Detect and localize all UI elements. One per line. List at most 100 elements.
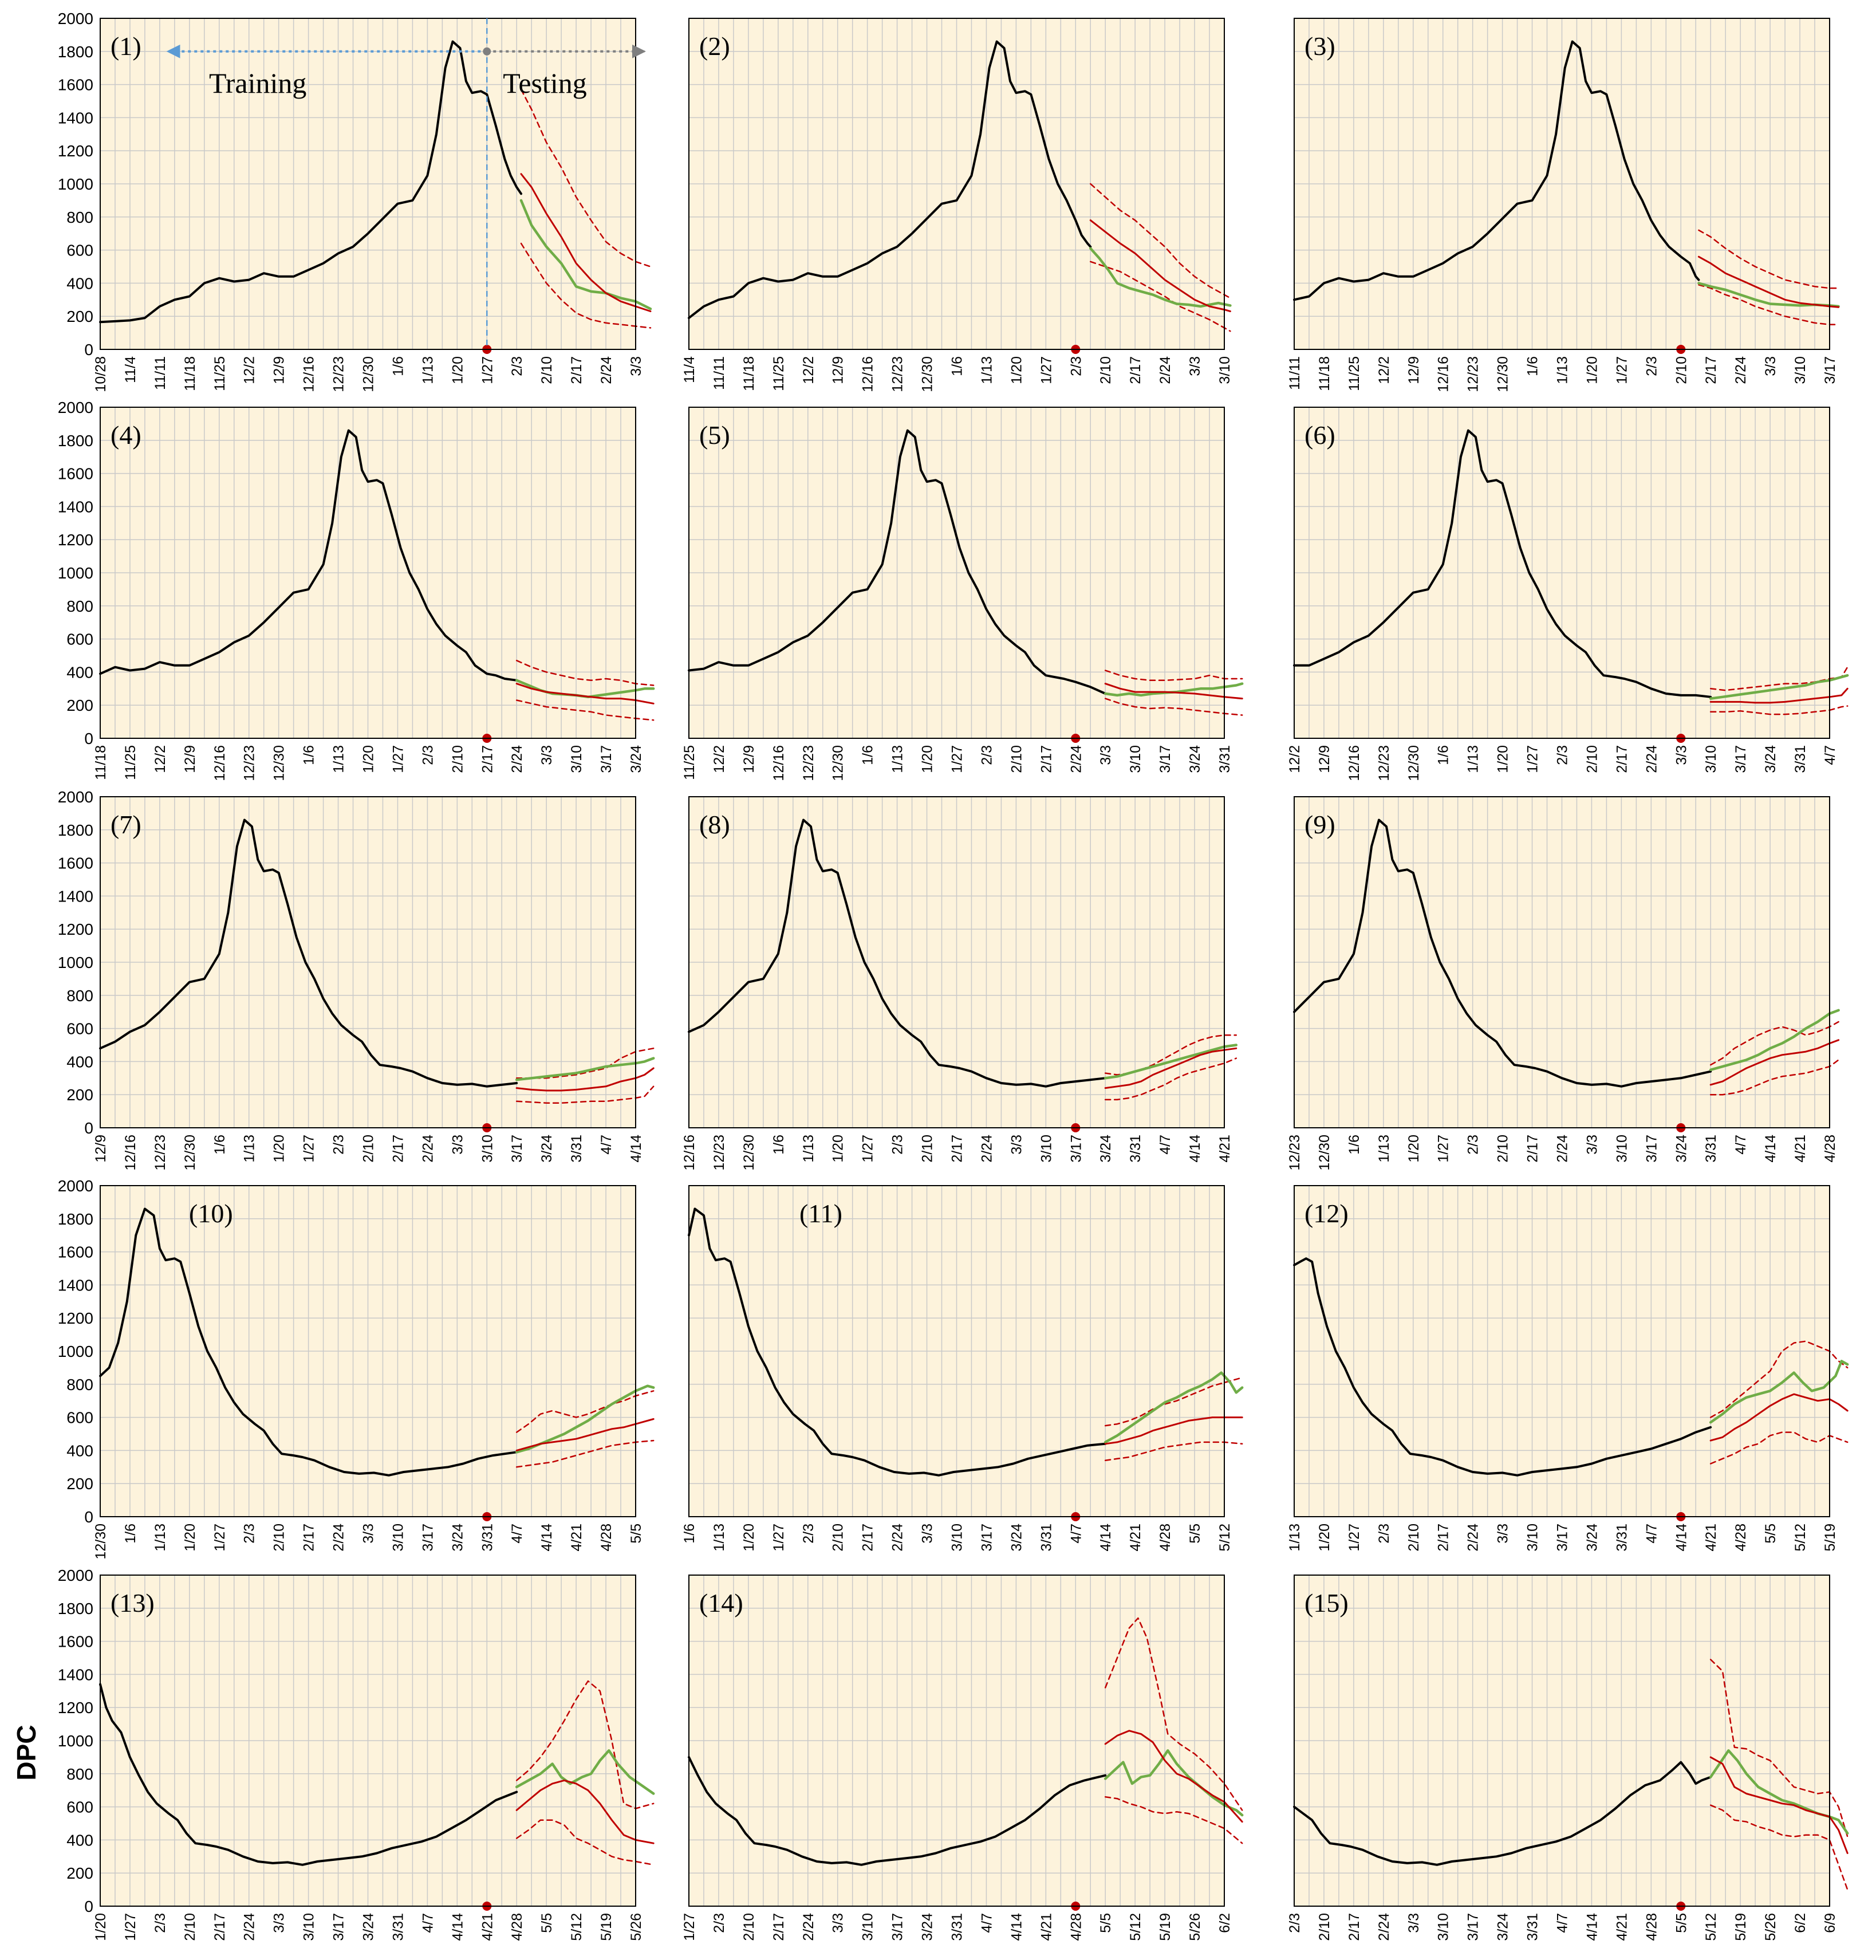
series-lower-bound bbox=[1090, 261, 1231, 332]
plot-frame bbox=[688, 1185, 1225, 1517]
y-tick-label: 1600 bbox=[58, 1633, 93, 1651]
y-axis-label: DPC bbox=[11, 1725, 41, 1780]
x-tick-label: 2/24 bbox=[509, 745, 525, 773]
x-tick-label: 10/28 bbox=[93, 356, 109, 392]
x-tick-label: 3/17 bbox=[1822, 356, 1838, 384]
y-tick-label: 400 bbox=[66, 1831, 93, 1849]
x-tick-label: 2/24 bbox=[1555, 1135, 1571, 1163]
x-tick-label: 4/7 bbox=[420, 1913, 436, 1933]
series-observed bbox=[99, 1207, 518, 1477]
panel-label: (15) bbox=[1304, 1588, 1349, 1617]
x-tick-label: 2/10 bbox=[1673, 356, 1689, 384]
series-prediction bbox=[1089, 219, 1231, 312]
x-tick-label: 12/2 bbox=[242, 356, 258, 384]
y-tick-label: 200 bbox=[66, 1864, 93, 1882]
x-tick-label: 2/24 bbox=[1733, 356, 1749, 384]
series-actual-test bbox=[1103, 1749, 1244, 1817]
x-tick-label: 5/12 bbox=[569, 1913, 585, 1941]
x-tick-label: 12/23 bbox=[1376, 745, 1392, 781]
panel-label: (12) bbox=[1304, 1199, 1349, 1228]
gridlines bbox=[688, 796, 1225, 1128]
y-tick-label: 1200 bbox=[58, 920, 93, 938]
y-tick-label: 2000 bbox=[58, 1567, 93, 1584]
x-tick-label: 2/10 bbox=[1495, 1135, 1511, 1163]
series-upper-bound bbox=[515, 1048, 655, 1079]
x-tick-label: 3/10 bbox=[1703, 745, 1719, 773]
series-lower-bound bbox=[1104, 1057, 1237, 1101]
x-tick-label: 1/27 bbox=[949, 745, 965, 773]
y-tick-label: 800 bbox=[66, 1765, 93, 1783]
x-tick-label: 3/31 bbox=[390, 1913, 406, 1941]
y-tick-label: 1200 bbox=[58, 531, 93, 549]
x-tick-label: 12/16 bbox=[123, 1135, 139, 1171]
x-tick-label: 1/27 bbox=[1038, 356, 1054, 384]
x-tick-label: 2/3 bbox=[801, 1524, 817, 1544]
x-tick-label: 3/3 bbox=[628, 356, 644, 376]
y-tick-label: 400 bbox=[66, 1442, 93, 1459]
x-tick-label: 4/7 bbox=[1068, 1524, 1084, 1544]
x-tick-label: 5/5 bbox=[1187, 1524, 1203, 1544]
x-tick-label: 3/10 bbox=[569, 745, 585, 773]
y-tick-label: 200 bbox=[66, 696, 93, 714]
x-tick-label: 1/13 bbox=[1287, 1524, 1303, 1552]
gridlines bbox=[1294, 407, 1830, 739]
x-tick-label: 11/4 bbox=[681, 356, 697, 383]
y-tick-label: 1800 bbox=[58, 821, 93, 839]
x-tick-label: 3/3 bbox=[1495, 1524, 1511, 1544]
x-tick-label: 3/24 bbox=[361, 1913, 377, 1941]
x-tick-label: 1/27 bbox=[1436, 1135, 1452, 1163]
panel-label: (2) bbox=[699, 32, 730, 61]
x-tick-label: 5/5 bbox=[628, 1524, 644, 1544]
y-tick-label: 1000 bbox=[58, 175, 93, 193]
x-tick-label: 12/9 bbox=[1317, 745, 1333, 773]
x-tick-label: 12/30 bbox=[920, 356, 936, 392]
series-upper-bound bbox=[515, 1390, 655, 1433]
series-observed bbox=[688, 1756, 1107, 1866]
x-tick-label: 3/10 bbox=[301, 1913, 317, 1941]
y-tick-label: 2000 bbox=[58, 10, 93, 27]
x-tick-label: 4/21 bbox=[1614, 1913, 1630, 1941]
x-tick-label: 3/3 bbox=[271, 1913, 287, 1933]
x-tick-label: 2/17 bbox=[212, 1913, 228, 1941]
x-tick-label: 11/11 bbox=[1287, 356, 1303, 390]
x-tick-label: 1/6 bbox=[212, 1135, 228, 1155]
x-tick-label: 3/10 bbox=[1792, 356, 1808, 384]
x-tick-label: 2/17 bbox=[1436, 1524, 1452, 1552]
x-tick-label: 12/2 bbox=[1287, 745, 1303, 773]
x-tick-label: 4/28 bbox=[1068, 1913, 1084, 1941]
series-observed bbox=[1293, 1257, 1712, 1477]
x-tick-label: 3/24 bbox=[920, 1913, 936, 1941]
y-tick-label: 800 bbox=[66, 987, 93, 1005]
x-tick-label: 4/21 bbox=[569, 1524, 585, 1552]
chart-panel-5: 11/25 12/2 12/9 12/16 12/23 12/30 1/6 1/13 1/20 1… bbox=[681, 407, 1244, 781]
x-tick-label: 2/17 bbox=[1703, 356, 1719, 384]
y-tick-label: 1200 bbox=[58, 1309, 93, 1327]
x-tick-label: 1/6 bbox=[301, 745, 317, 765]
y-tick-label: 800 bbox=[66, 1376, 93, 1394]
series-upper-bound bbox=[515, 659, 655, 686]
x-tick-label: 12/9 bbox=[741, 745, 757, 773]
x-tick-label: 1/20 bbox=[361, 745, 377, 773]
x-tick-label: 11/18 bbox=[1317, 356, 1333, 391]
x-tick-label: 5/26 bbox=[628, 1913, 644, 1941]
x-tick-label: 3/17 bbox=[509, 1135, 525, 1163]
x-tick-label: 4/28 bbox=[1157, 1524, 1173, 1552]
x-tick-label: 12/30 bbox=[830, 745, 846, 781]
x-tick-label: 3/24 bbox=[1187, 745, 1203, 773]
x-tick-label: 1/27 bbox=[479, 356, 495, 384]
series-prediction bbox=[515, 683, 655, 705]
panel-label: (14) bbox=[699, 1588, 743, 1617]
x-tick-label: 12/16 bbox=[860, 356, 876, 392]
x-tick-label: 2/17 bbox=[1038, 745, 1054, 773]
x-tick-label: 3/31 bbox=[1525, 1913, 1541, 1941]
chart-panel-6: 12/2 12/9 12/16 12/23 12/30 1/6 1/13 1/20 1/27 2/… bbox=[1287, 407, 1849, 781]
x-tick-label: 5/5 bbox=[1763, 1524, 1779, 1544]
x-tick-label: 3/31 bbox=[1128, 1135, 1144, 1163]
x-tick-label: 5/5 bbox=[1673, 1913, 1689, 1933]
x-tick-label: 11/25 bbox=[123, 745, 139, 780]
x-tick-label: 1/27 bbox=[681, 1913, 697, 1941]
x-tick-label: 11/25 bbox=[1346, 356, 1362, 391]
x-tick-label: 12/23 bbox=[890, 356, 906, 392]
x-tick-label: 3/31 bbox=[949, 1913, 965, 1941]
